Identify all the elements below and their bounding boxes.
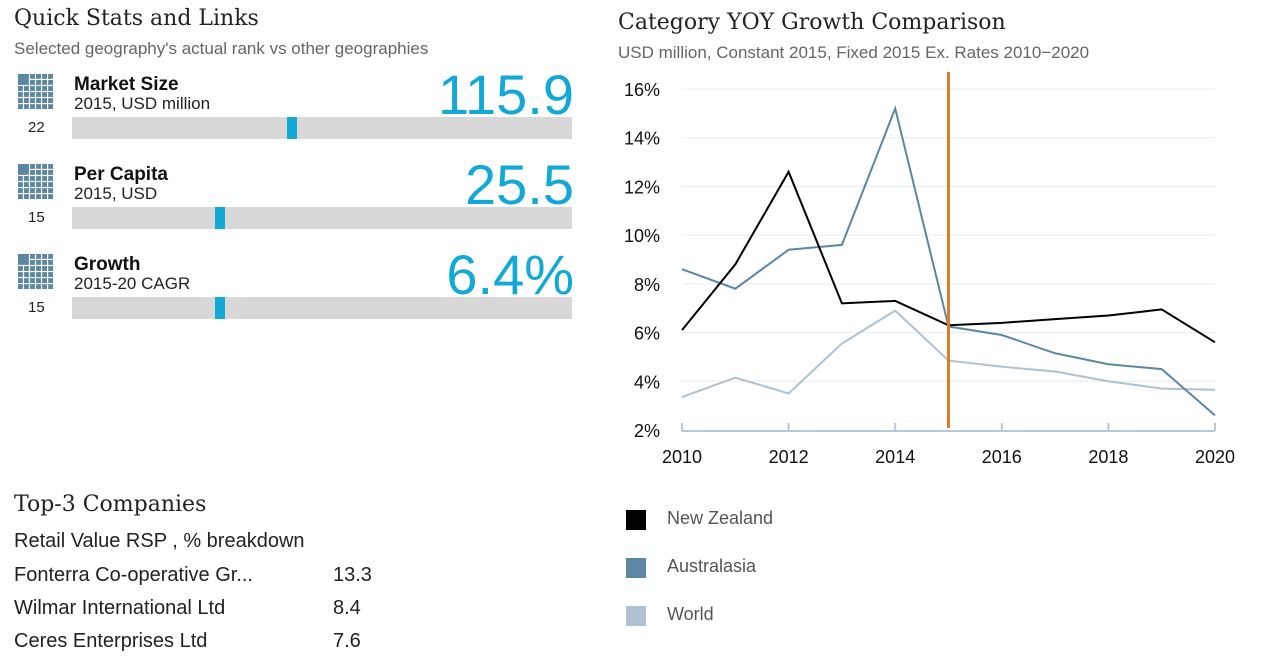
y-tick-label: 8% — [634, 275, 660, 295]
stat-rank: 22 — [28, 119, 45, 136]
legend-swatch — [626, 558, 646, 578]
chart-title: Category YOY Growth Comparison — [618, 10, 1006, 35]
rank-marker — [214, 297, 225, 319]
stat-sublabel: 2015, USD million — [74, 94, 211, 113]
company-name: Wilmar International Ltd — [14, 597, 226, 619]
rank-bar — [72, 117, 572, 139]
stat-sublabel: 2015, USD — [74, 184, 158, 203]
legend-label: New Zealand — [667, 508, 774, 528]
companies-title: Top-3 Companies — [14, 492, 207, 517]
stat-per-capita: Per Capita 2015, USD 15 25.5 — [14, 153, 574, 234]
company-share: 8.4 — [333, 597, 361, 619]
y-tick-label: 14% — [624, 129, 660, 149]
company-share: 7.6 — [333, 630, 361, 652]
y-tick-label: 12% — [624, 177, 660, 197]
y-tick-label: 4% — [634, 372, 660, 392]
stat-value: 6.4% — [446, 243, 574, 306]
x-tick-label: 2012 — [769, 447, 809, 467]
y-tick-label: 16% — [624, 80, 660, 100]
grid-icon — [18, 254, 54, 290]
y-tick-label: 10% — [624, 226, 660, 246]
stat-label: Per Capita — [74, 164, 168, 185]
legend-label: Australasia — [667, 556, 757, 576]
legend-swatch — [626, 606, 646, 626]
stat-value: 115.9 — [438, 63, 574, 126]
rank-marker — [287, 117, 297, 139]
stat-growth: Growth 2015-20 CAGR 15 6.4% — [14, 243, 574, 324]
y-tick-label: 2% — [634, 421, 660, 441]
stat-rank: 15 — [28, 209, 45, 226]
rank-marker — [214, 207, 225, 229]
company-name: Ceres Enterprises Ltd — [14, 630, 208, 652]
quick-stats-title: Quick Stats and Links — [14, 6, 259, 31]
stat-rank: 15 — [28, 299, 45, 316]
stat-label: Growth — [74, 254, 141, 275]
legend-swatch — [626, 510, 646, 530]
stat-sublabel: 2015-20 CAGR — [74, 274, 191, 293]
company-share: 13.3 — [333, 564, 372, 586]
quick-stats-subtitle: Selected geography's actual rank vs othe… — [14, 39, 429, 58]
legend-label: World — [667, 604, 714, 624]
stat-label: Market Size — [74, 74, 179, 95]
rank-bar — [72, 297, 572, 319]
x-tick-label: 2010 — [662, 447, 702, 467]
x-tick-label: 2020 — [1195, 447, 1235, 467]
rank-bar — [72, 207, 572, 229]
company-name: Fonterra Co-operative Gr... — [14, 564, 253, 586]
stat-value: 25.5 — [465, 153, 574, 216]
companies-subtitle: Retail Value RSP , % breakdown — [14, 530, 305, 552]
y-tick-label: 6% — [634, 324, 660, 344]
chart-subtitle: USD million, Constant 2015, Fixed 2015 E… — [618, 43, 1090, 62]
x-tick-label: 2016 — [982, 447, 1022, 467]
x-tick-label: 2014 — [875, 447, 915, 467]
grid-icon — [18, 74, 54, 110]
x-tick-label: 2018 — [1088, 447, 1128, 467]
stat-market-size: Market Size 2015, USD million 22 115.9 — [14, 63, 574, 144]
grid-icon — [18, 164, 54, 200]
